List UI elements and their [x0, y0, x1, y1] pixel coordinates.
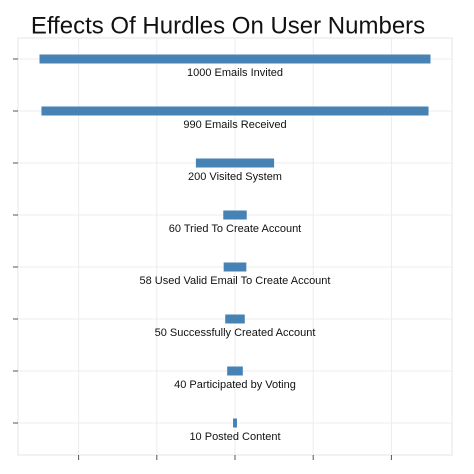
- bar: [41, 106, 429, 116]
- bar-label: 10 Posted Content: [189, 431, 280, 443]
- bar: [223, 262, 247, 272]
- bar: [225, 314, 245, 324]
- bar: [223, 210, 247, 220]
- bar-label: 1000 Emails Invited: [187, 67, 283, 79]
- bar-label: 60 Tried To Create Account: [169, 223, 302, 235]
- bar: [195, 158, 275, 168]
- bar-label: 58 Used Valid Email To Create Account: [140, 275, 331, 287]
- bar-label: 50 Successfully Created Account: [155, 327, 316, 339]
- bar: [227, 366, 243, 376]
- bar-label: 40 Participated by Voting: [174, 379, 296, 391]
- bar: [39, 54, 431, 64]
- bar: [233, 418, 237, 428]
- chart-title: Effects Of Hurdles On User Numbers: [31, 12, 425, 39]
- bar-label: 990 Emails Received: [183, 119, 286, 131]
- bar-label: 200 Visited System: [188, 171, 282, 183]
